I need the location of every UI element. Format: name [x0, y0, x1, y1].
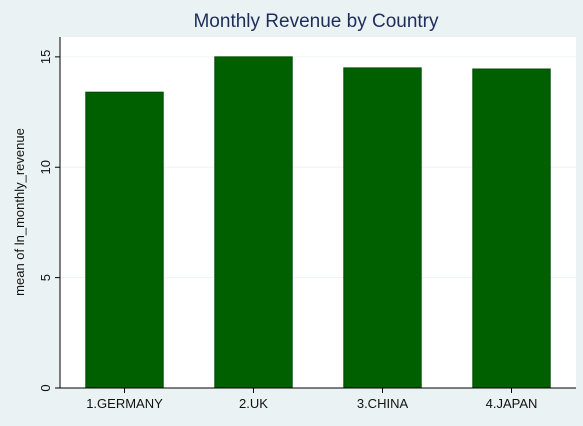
x-tick-label: 2.UK [239, 396, 268, 411]
chart-title: Monthly Revenue by Country [193, 11, 439, 32]
x-tick-label: 4.JAPAN [486, 396, 538, 411]
bars [85, 56, 551, 389]
y-axis-label: mean of ln_monthly_revenue [12, 128, 27, 296]
bar-3-china [343, 67, 422, 389]
y-tick-label: 0 [38, 384, 53, 391]
x-tick-label: 1.GERMANY [86, 396, 163, 411]
x-ticks: 1.GERMANY 2.UK 3.CHINA 4.JAPAN [86, 388, 537, 411]
bar-2-uk [214, 56, 293, 389]
bar-4-japan [472, 68, 551, 389]
y-ticks: 0 5 10 15 [38, 50, 60, 392]
y-tick-label: 10 [38, 160, 53, 174]
x-tick-label: 3.CHINA [357, 396, 409, 411]
y-tick-label: 15 [38, 50, 53, 64]
y-tick-label: 5 [38, 274, 53, 281]
bar-1-germany [85, 91, 164, 389]
